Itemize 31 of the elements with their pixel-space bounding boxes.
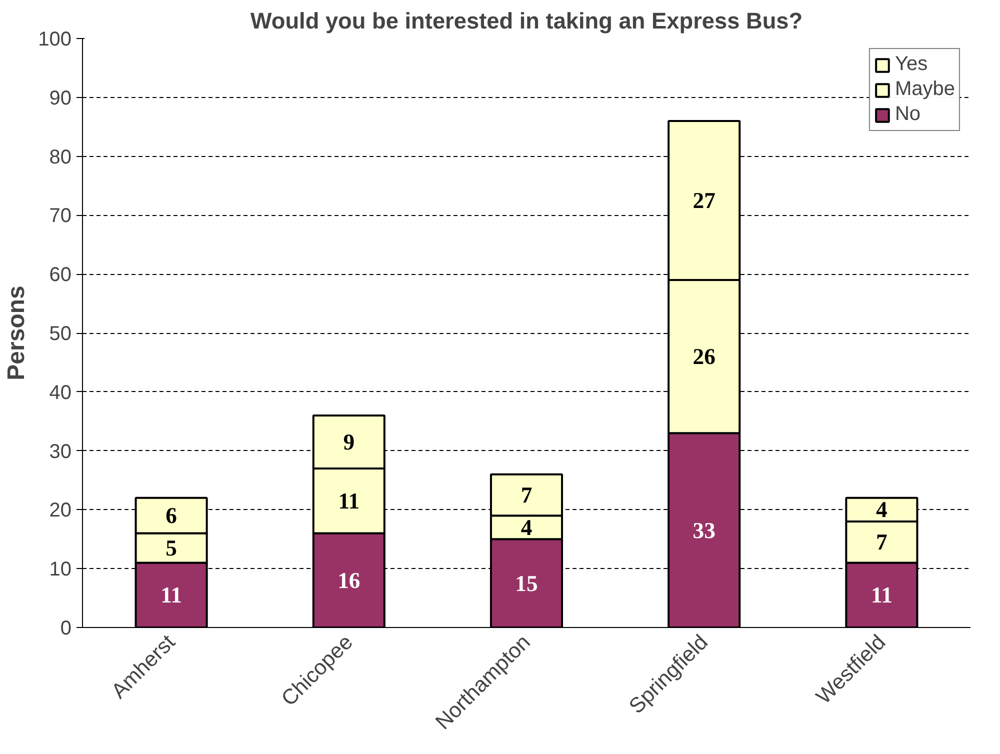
- data-label: 11: [338, 488, 360, 514]
- data-label: 33: [692, 518, 716, 543]
- data-label: 4: [876, 497, 888, 522]
- data-label: 9: [343, 429, 355, 454]
- data-label: 11: [870, 582, 892, 608]
- data-label: 26: [692, 344, 716, 370]
- y-tick-label: 0: [60, 618, 72, 640]
- y-tick-label: 30: [49, 440, 72, 463]
- data-label: 7: [520, 482, 532, 508]
- y-tick-label: 80: [49, 146, 72, 168]
- data-label: 15: [515, 570, 538, 596]
- y-tick-label: 60: [49, 264, 72, 286]
- data-label: 11: [160, 582, 182, 608]
- y-tick-label: 100: [38, 28, 72, 50]
- chart-title: Would you be interested in taking an Express Bus?: [250, 8, 803, 34]
- y-tick-label: 70: [49, 205, 72, 228]
- legend-label: Yes: [894, 53, 928, 76]
- y-tick-label: 40: [49, 382, 72, 404]
- legend-label: No: [894, 103, 921, 126]
- y-tick-label: 20: [49, 500, 72, 522]
- y-tick-label: 50: [49, 323, 72, 345]
- y-axis-title: Persons: [3, 286, 30, 380]
- data-label: 7: [876, 530, 888, 555]
- data-label: 6: [166, 503, 177, 528]
- y-tick-label: 10: [49, 558, 72, 581]
- data-label: 16: [338, 568, 360, 593]
- y-tick-label: 90: [49, 87, 72, 110]
- data-label: 4: [520, 514, 532, 540]
- legend-label: Maybe: [894, 78, 955, 101]
- data-label: 5: [166, 535, 177, 560]
- data-label: 27: [692, 188, 716, 213]
